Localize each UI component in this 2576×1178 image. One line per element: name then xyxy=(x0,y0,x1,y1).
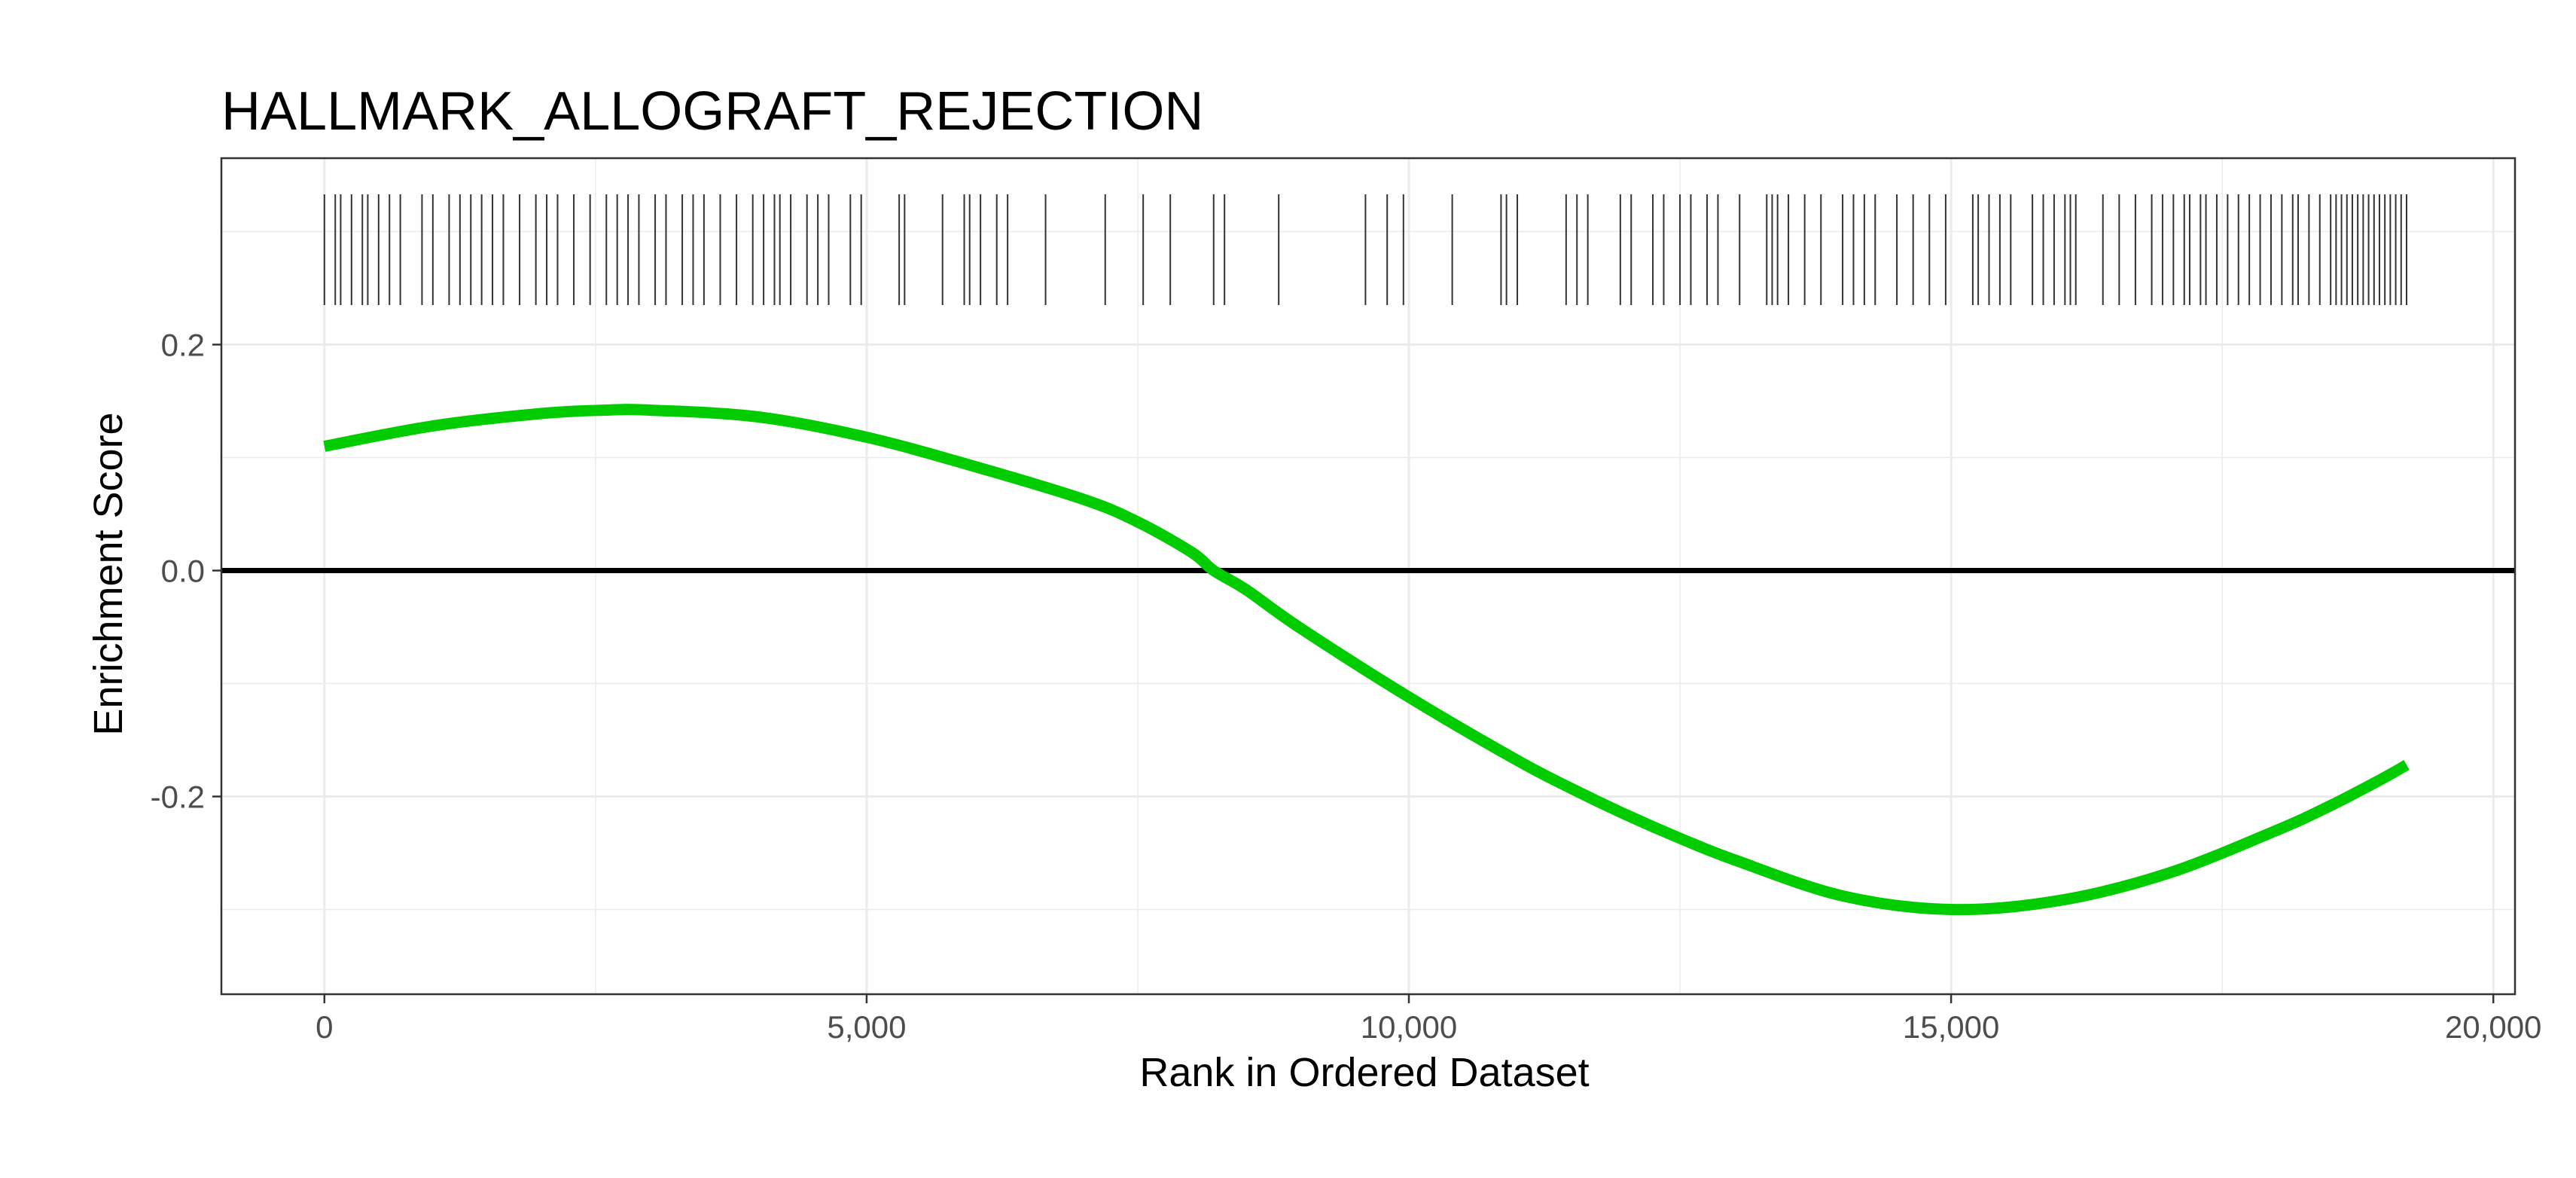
y-axis-title: Enrichment Score xyxy=(86,412,131,735)
x-axis: 0 5,000 10,000 15,000 20,000 xyxy=(316,994,2541,1045)
gene-hit-layer xyxy=(323,194,2407,305)
x-tick-label: 5,000 xyxy=(827,1009,906,1045)
chart-title: HALLMARK_ALLOGRAFT_REJECTION xyxy=(221,81,1203,142)
curve-layer xyxy=(323,404,2410,916)
y-tick-label: -0.2 xyxy=(151,780,205,815)
x-tick-label: 10,000 xyxy=(1361,1009,1457,1045)
y-tick-label: 0.2 xyxy=(161,328,205,363)
y-tick-label: 0.0 xyxy=(161,554,205,589)
x-tick-label: 15,000 xyxy=(1903,1009,1999,1045)
y-axis: -0.2 0.0 0.2 xyxy=(151,328,221,815)
x-tick-label: 0 xyxy=(316,1009,333,1045)
x-tick-label: 20,000 xyxy=(2445,1009,2541,1045)
panel-border xyxy=(220,157,2517,996)
x-axis-title: Rank in Ordered Dataset xyxy=(1139,1050,1589,1095)
enrichment-curve xyxy=(323,404,2410,916)
